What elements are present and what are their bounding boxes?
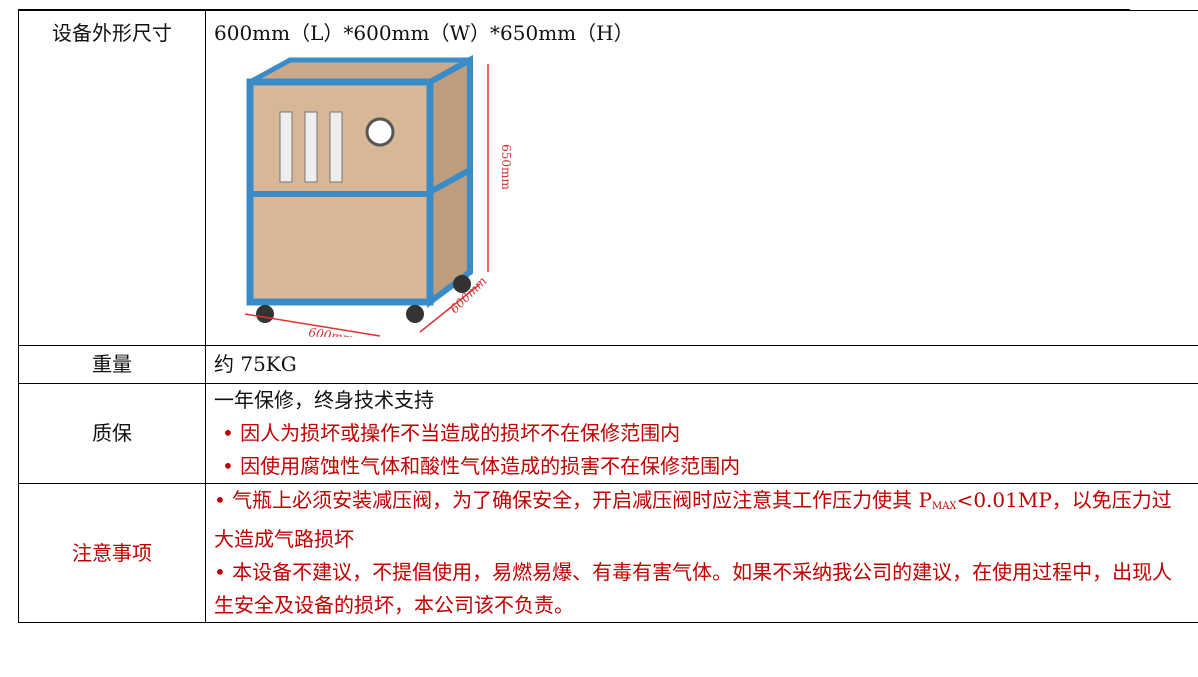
value-cell: • 气瓶上必须安装减压阀，为了确保安全，开启减压阀时应注意其工作压力使其 PMA… [205,483,1198,623]
value-cell: 600mm（L）*600mm（W）*650mm（H） 650mm 600mm 6… [205,10,1198,346]
subscript: MAX [931,501,957,512]
note-text: <0.01MP，以免压力过大造成气路损坏 [214,488,1172,551]
label-cell: 质保 [18,383,206,484]
value: 一年保修，终身技术支持 [214,388,434,412]
wheel [256,305,274,323]
flowmeter [304,111,318,183]
flowmeter [329,111,343,183]
note-text: • 气瓶上必须安装减压阀，为了确保安全，开启减压阀时应注意其工作压力使其 P [214,488,932,512]
top-rule [18,9,1130,10]
row: 设备外形尺寸 600mm（L）*600mm（W）*650mm（H） 650mm … [18,10,1198,346]
value: 600mm（L）*600mm（W）*650mm（H） [214,21,634,45]
bullet: • 因人为损坏或操作不当造成的损坏不在保修范围内 [222,421,681,445]
frame [428,167,472,195]
device-image: 650mm 600mm 600mm [244,54,513,337]
label-cell: 设备外形尺寸 [18,10,206,346]
flowmeter [279,111,293,183]
spec-table: 设备外形尺寸 600mm（L）*600mm（W）*650mm（H） 650mm … [18,10,1198,623]
note: • 本设备不建议，不提倡使用，易燃易爆、有毒有害气体。如果不采纳我公司的建议，在… [214,560,1173,617]
height-label: 650mm [499,144,513,190]
wheel [453,275,471,293]
dim-arrow [244,313,381,337]
row: 注意事项 • 气瓶上必须安装减压阀，为了确保安全，开启减压阀时应注意其工作压力使… [18,483,1198,623]
bullet: • 因使用腐蚀性气体和酸性气体造成的损害不在保修范围内 [222,454,741,478]
wheel [406,305,424,323]
row: 质保 一年保修，终身技术支持 • 因人为损坏或操作不当造成的损坏不在保修范围内 … [18,383,1198,484]
row: 重量 约 75KG [18,345,1198,384]
value-cell: 一年保修，终身技术支持 • 因人为损坏或操作不当造成的损坏不在保修范围内 • 因… [205,383,1198,484]
gauge [365,117,395,147]
value-cell: 约 75KG [205,345,1198,384]
width-label: 600mm [308,325,355,337]
label-cell: 重量 [18,345,206,384]
dim-arrow [419,283,481,333]
note: • 气瓶上必须安装减压阀，为了确保安全，开启减压阀时应注意其工作压力使其 PMA… [214,484,1191,556]
label-cell: 注意事项 [18,483,206,623]
